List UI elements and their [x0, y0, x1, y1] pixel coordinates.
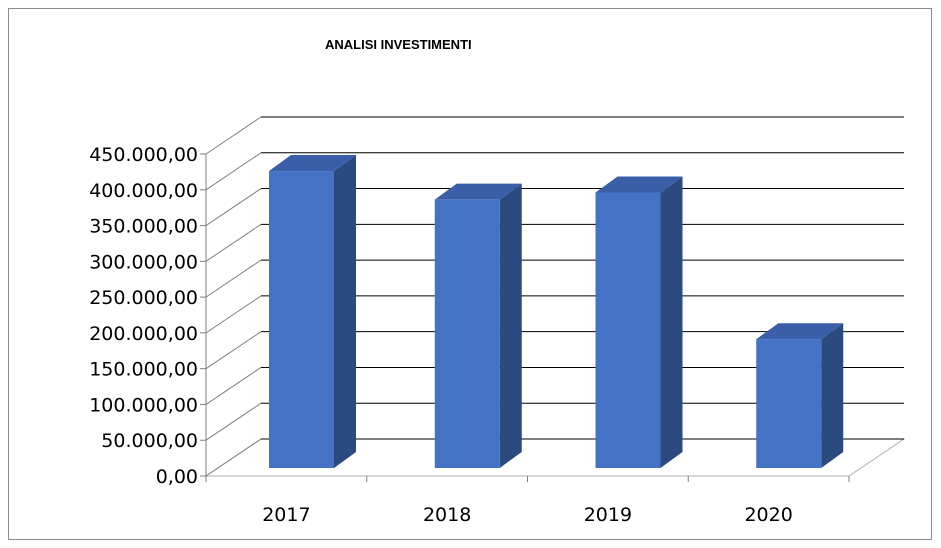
gridline-side — [205, 402, 262, 441]
bar-front — [595, 192, 661, 468]
bar-top — [595, 176, 683, 193]
bar-side — [660, 176, 683, 468]
y-tick-label: 100.000,00 — [89, 394, 198, 416]
bar-front — [756, 339, 822, 468]
bar — [269, 155, 356, 469]
bar — [595, 176, 683, 468]
bar — [434, 183, 522, 468]
y-tick-label: 350.000,00 — [89, 216, 198, 238]
bar-top — [434, 183, 522, 200]
bar-side — [821, 323, 844, 468]
y-axis: 0,00 50.000,00 100.000,00 150.000,00 200.000… — [89, 144, 207, 488]
bar-series — [269, 155, 844, 469]
gridline-side — [205, 188, 262, 226]
bar-front — [269, 171, 334, 469]
y-tick-label: 300.000,00 — [89, 251, 198, 273]
y-tick-label: 400.000,00 — [89, 180, 198, 202]
chart-frame: ANALISI INVESTIMENTI 0,00 50.000,00 100.00… — [8, 8, 932, 540]
gridline-side — [205, 438, 262, 477]
gridline-side — [205, 152, 262, 191]
gridline-side — [205, 295, 262, 334]
x-tick-label: 2018 — [423, 504, 471, 526]
gridline-side — [205, 367, 262, 405]
bar — [756, 323, 844, 468]
y-tick-label: 450.000,00 — [89, 144, 198, 166]
gridline-side — [205, 259, 262, 298]
y-tick-label: 0,00 — [156, 466, 198, 488]
y-tick-label: 250.000,00 — [89, 287, 198, 309]
chart-svg: ANALISI INVESTIMENTI 0,00 50.000,00 100.00… — [89, 37, 906, 526]
x-tick-label: 2017 — [262, 504, 310, 526]
gridline-side — [205, 223, 262, 262]
bar-top — [756, 323, 844, 340]
x-tick-label: 2020 — [744, 504, 792, 526]
x-axis: 2017 2018 2019 2020 — [205, 476, 850, 526]
x-tick-label: 2019 — [584, 504, 632, 526]
y-tick-label: 150.000,00 — [89, 359, 198, 381]
bar-top — [269, 155, 356, 172]
chart-title: ANALISI INVESTIMENTI — [325, 37, 472, 52]
y-tick-label: 50.000,00 — [101, 430, 198, 452]
bar-front — [434, 199, 500, 468]
y-tick-label: 200.000,00 — [89, 323, 198, 345]
gridline-side — [205, 116, 262, 155]
gridline-side — [205, 331, 262, 370]
bar-side — [334, 155, 356, 469]
bar-side — [499, 183, 522, 468]
chart-walls — [205, 116, 906, 477]
